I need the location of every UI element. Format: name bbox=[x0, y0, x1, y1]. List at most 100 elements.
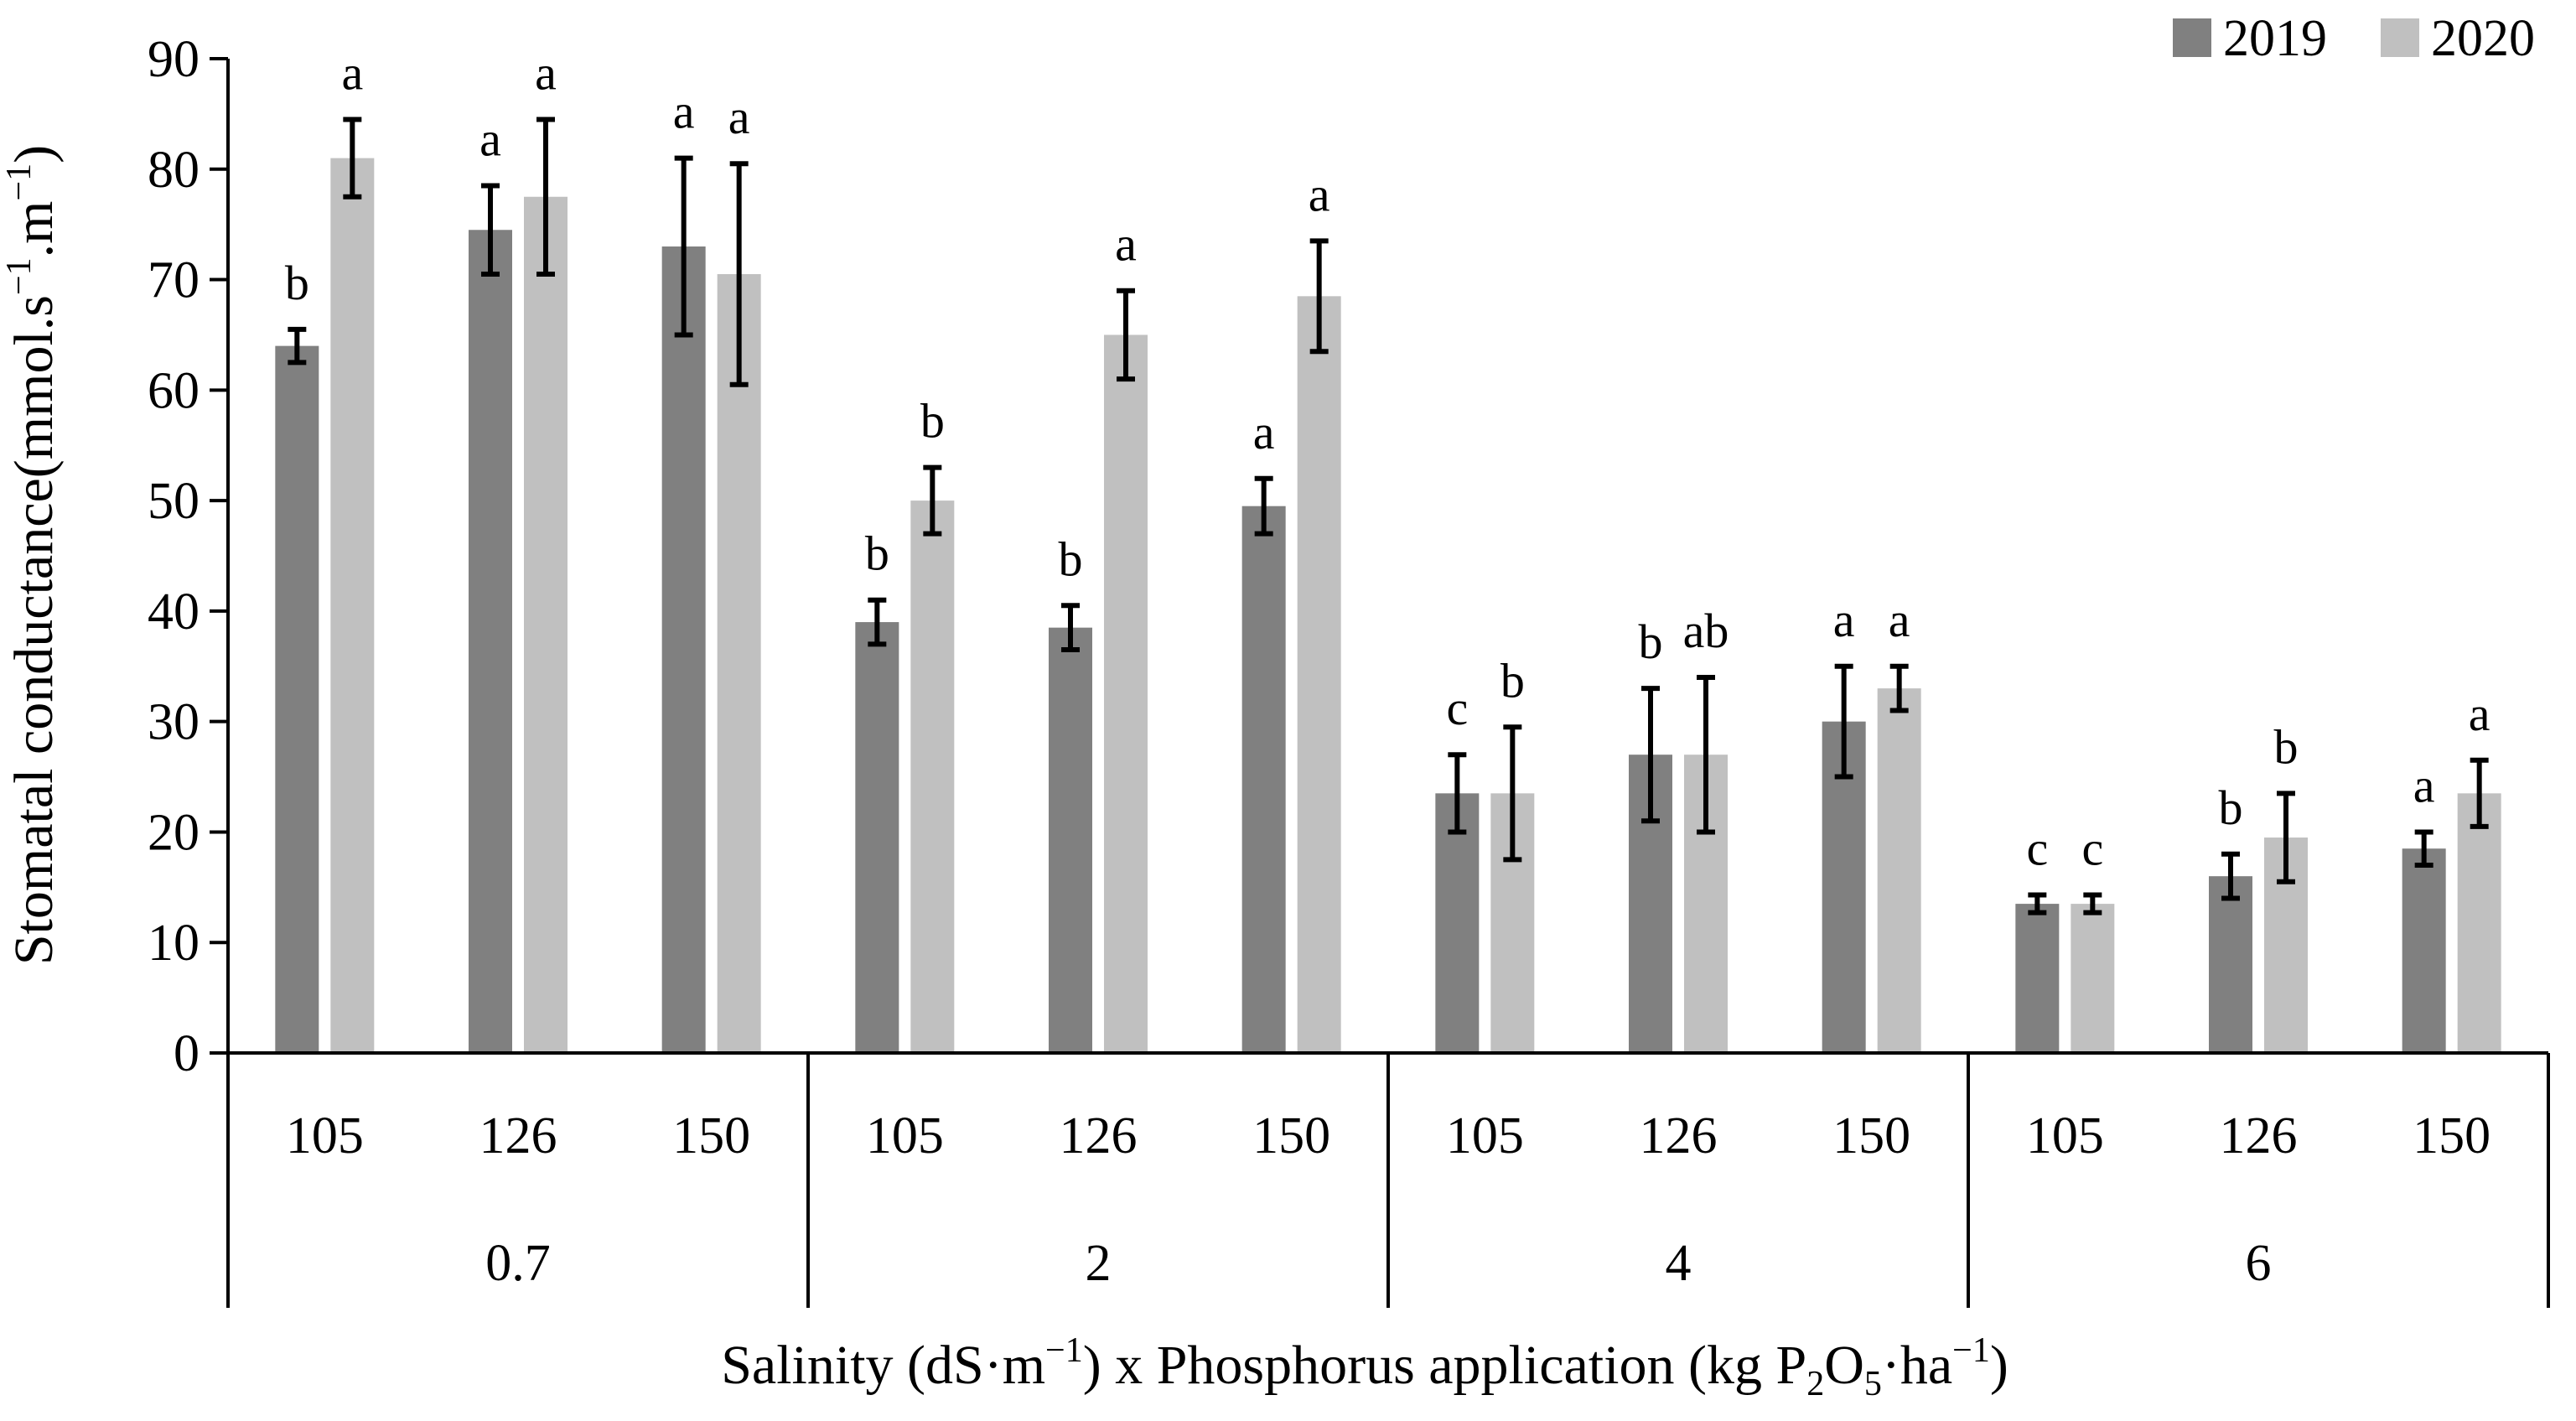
significance-letter: a bbox=[1889, 593, 1910, 647]
error-bar bbox=[1889, 663, 1909, 713]
bar-2019 bbox=[855, 622, 899, 1053]
error-bar bbox=[2028, 892, 2047, 915]
y-tick-label: 20 bbox=[148, 804, 200, 861]
bar-2019 bbox=[1049, 627, 1092, 1053]
bar-2020 bbox=[524, 196, 568, 1053]
significance-letter: b bbox=[1059, 532, 1083, 586]
significance-letter: b bbox=[2219, 781, 2243, 835]
significance-letter: b bbox=[2274, 719, 2299, 774]
error-bar bbox=[729, 161, 749, 387]
significance-letter: a bbox=[1115, 217, 1137, 272]
y-tick-label: 50 bbox=[148, 473, 200, 530]
x-category-label: 105 bbox=[1446, 1107, 1524, 1164]
x-axis: 105 126 150 105 126 150 105 126 150 105 126 150 0.7 2… bbox=[226, 1051, 2550, 1308]
error-bar bbox=[923, 464, 942, 537]
x-category-label: 150 bbox=[1832, 1107, 1910, 1164]
significance-letter: b bbox=[1639, 615, 1663, 669]
y-tick-label: 90 bbox=[148, 31, 200, 88]
y-tick-label: 60 bbox=[148, 362, 200, 419]
error-bar bbox=[1254, 475, 1273, 537]
error-bar bbox=[2083, 892, 2102, 915]
error-bar bbox=[2221, 851, 2240, 901]
significance-letter: c bbox=[2026, 822, 2048, 876]
significance-letter: ab bbox=[1683, 604, 1729, 658]
legend-item-2020: 2020 bbox=[2381, 10, 2535, 67]
bar-2019 bbox=[1241, 506, 1286, 1053]
bar-2020 bbox=[717, 273, 761, 1053]
bar-2019 bbox=[275, 345, 319, 1054]
error-bar bbox=[288, 326, 307, 366]
error-bar bbox=[1834, 663, 1853, 780]
y-tick-label: 80 bbox=[148, 142, 200, 199]
error-bar bbox=[481, 183, 500, 277]
bar-2020 bbox=[1297, 296, 1341, 1053]
x-category-label: 105 bbox=[286, 1107, 364, 1164]
significance-letter: c bbox=[2081, 822, 2103, 876]
legend-item-2019: 2019 bbox=[2173, 10, 2327, 67]
significance-letter: b bbox=[285, 256, 309, 310]
significance-letter: a bbox=[479, 112, 501, 167]
y-axis: 0 10 20 30 40 50 60 70 80 90 bbox=[148, 31, 230, 1082]
error-bar bbox=[868, 597, 887, 647]
error-bar bbox=[674, 155, 693, 338]
bar-2020 bbox=[330, 158, 375, 1054]
x-axis-title: Salinity (dS·m−1) x Phosphorus applicati… bbox=[721, 1331, 2008, 1403]
x-category-label: 150 bbox=[2413, 1107, 2490, 1164]
x-category-label: 150 bbox=[1252, 1107, 1330, 1164]
significance-letter: a bbox=[2413, 758, 2435, 812]
bar-2019 bbox=[2402, 848, 2446, 1053]
bars bbox=[275, 158, 2501, 1054]
y-axis-title: Stomatal conductance(mmol.s−1.m−1) bbox=[0, 145, 65, 965]
error-bar bbox=[1309, 238, 1329, 355]
significance-letter: b bbox=[865, 526, 889, 581]
y-tick-label: 10 bbox=[148, 915, 200, 972]
error-bar bbox=[1503, 724, 1522, 863]
x-category-label: 126 bbox=[1640, 1107, 1718, 1164]
significance-letter: a bbox=[1253, 405, 1275, 459]
bar-2019 bbox=[469, 230, 512, 1053]
error-bar bbox=[2414, 829, 2433, 868]
error-bar bbox=[343, 117, 362, 200]
y-tick-label: 70 bbox=[148, 252, 200, 309]
significance-letter: a bbox=[2469, 687, 2490, 741]
error-bar bbox=[1697, 674, 1715, 835]
significance-letter: c bbox=[1446, 681, 1468, 735]
bar-2020 bbox=[2457, 793, 2501, 1053]
x-category-label: 126 bbox=[479, 1107, 557, 1164]
error-bar bbox=[1448, 752, 1467, 835]
legend-swatch bbox=[2381, 18, 2419, 57]
x-category-label: 105 bbox=[2026, 1107, 2104, 1164]
error-bars bbox=[288, 117, 2489, 915]
error-bar bbox=[2470, 757, 2489, 829]
bar-2020 bbox=[910, 500, 955, 1053]
y-tick-label: 30 bbox=[148, 694, 200, 751]
error-bar bbox=[1641, 686, 1660, 824]
significance-letter: a bbox=[728, 90, 750, 144]
error-bar bbox=[536, 117, 555, 277]
x-category-label: 150 bbox=[672, 1107, 750, 1164]
error-bar bbox=[1061, 603, 1080, 653]
bar-2020 bbox=[1877, 688, 1921, 1053]
x-category-label: 126 bbox=[2220, 1107, 2298, 1164]
error-bar bbox=[1117, 288, 1135, 382]
bar-2019 bbox=[1435, 793, 1480, 1053]
legend-swatch bbox=[2173, 18, 2211, 57]
x-category-label: 126 bbox=[1060, 1107, 1138, 1164]
x-group-label: 0.7 bbox=[485, 1235, 551, 1292]
y-tick-label: 40 bbox=[148, 583, 200, 640]
error-bar bbox=[2277, 791, 2295, 884]
x-group-label: 4 bbox=[1666, 1235, 1692, 1292]
x-category-label: 105 bbox=[866, 1107, 944, 1164]
x-group-label: 2 bbox=[1086, 1235, 1112, 1292]
legend: 2019 2020 bbox=[2173, 10, 2535, 67]
significance-letter: a bbox=[341, 45, 363, 100]
bar-2020 bbox=[1104, 335, 1148, 1053]
bar-2020 bbox=[2071, 904, 2115, 1053]
bar-2019 bbox=[2209, 876, 2252, 1053]
bar-2019 bbox=[2015, 904, 2060, 1053]
significance-letter: a bbox=[1833, 593, 1855, 647]
y-tick-label: 0 bbox=[174, 1025, 200, 1082]
legend-label: 2020 bbox=[2431, 10, 2535, 67]
